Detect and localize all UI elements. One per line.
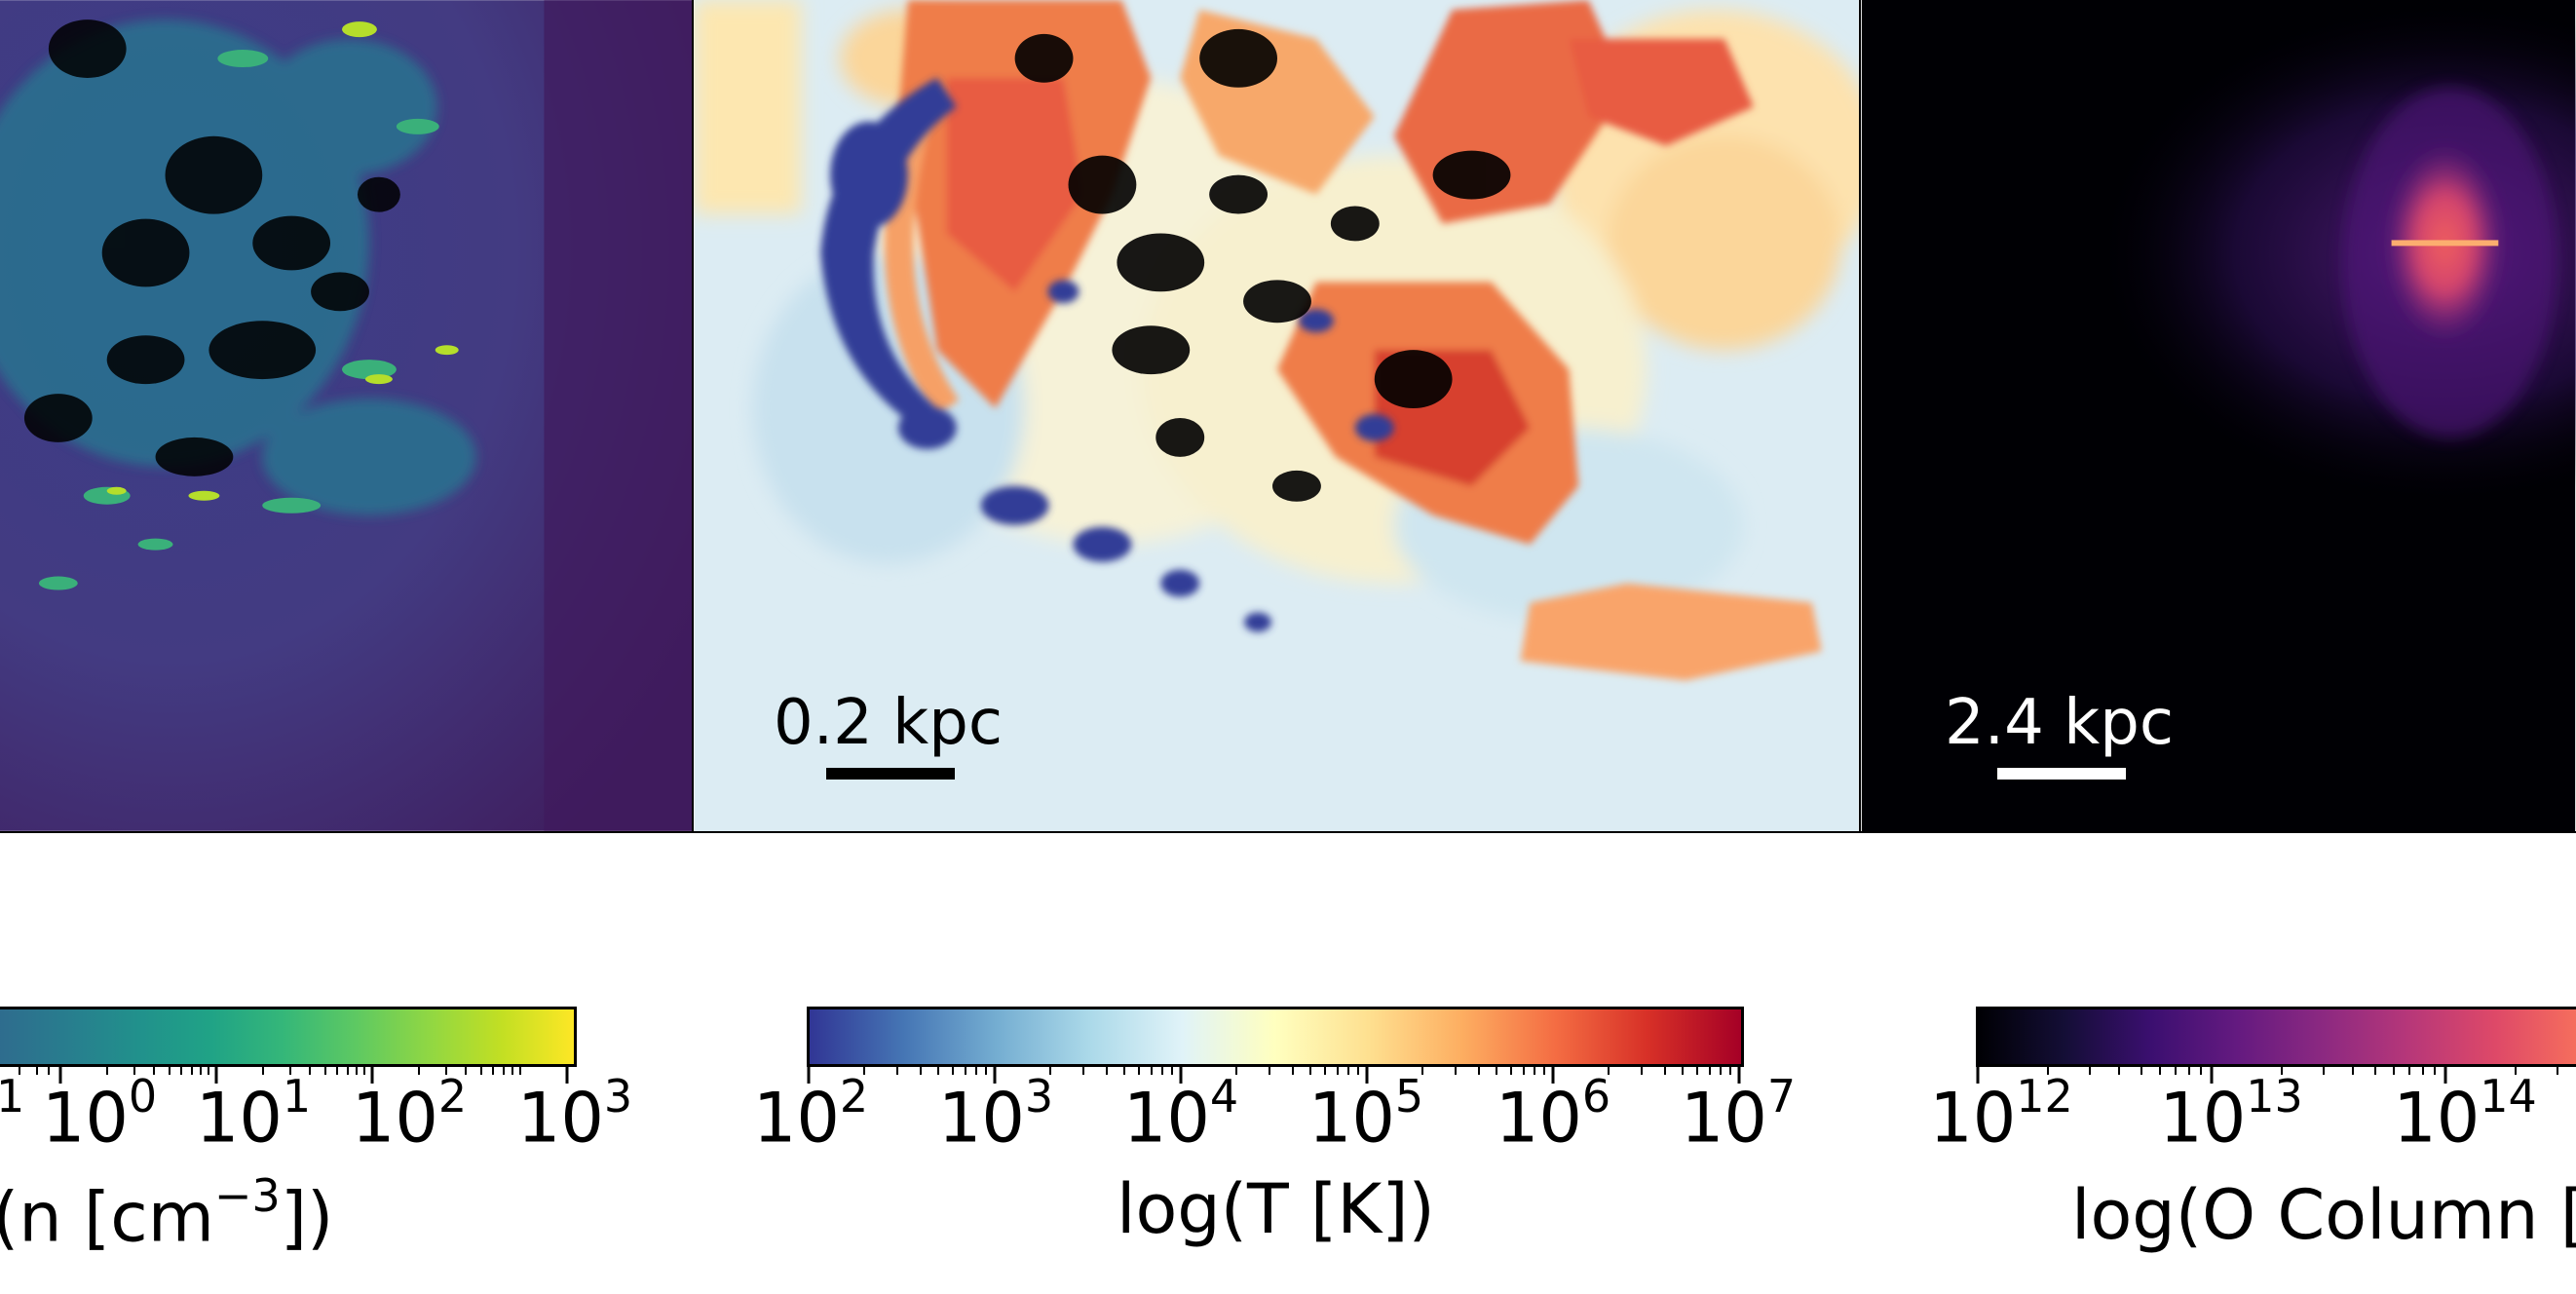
temperature-tick-label: 104	[1122, 1070, 1239, 1159]
density-colorbar-ticks	[19, 1064, 569, 1084]
density-colorbar	[0, 1007, 577, 1067]
density-tick-label: 102	[351, 1070, 468, 1159]
temperature-tick-label: 107	[1680, 1070, 1797, 1159]
temperature-tick-label: 102	[752, 1070, 869, 1159]
temperature-map-image	[694, 0, 1859, 831]
oxygen-tick-label: 1013	[2159, 1070, 2303, 1159]
oxygen-column-map-panel: 2.4 kpc	[1861, 0, 2576, 833]
temperature-colorbar	[807, 1007, 1744, 1067]
temperature-colorbar-label: log(T [K])	[1117, 1169, 1435, 1249]
scale-bar-label: 2.4 kpc	[1945, 687, 2174, 759]
density-map-panel	[0, 0, 694, 833]
oxygen-colorbar-label: log(O Column [	[2071, 1175, 2576, 1255]
temperature-tick-label: 105	[1307, 1070, 1424, 1159]
scale-bar	[826, 768, 955, 780]
temperature-tick-label: 103	[937, 1070, 1054, 1159]
temperature-map-panel: 0.2 kpc	[694, 0, 1861, 833]
scale-bar	[1997, 768, 2126, 780]
oxygen-column-map-image	[1861, 0, 2576, 831]
density-tick-label: 100	[41, 1070, 158, 1159]
density-tick-partial: 1	[0, 1070, 25, 1123]
oxygen-tick-label: 1014	[2393, 1070, 2537, 1159]
density-tick-label: 101	[195, 1070, 312, 1159]
temperature-tick-label: 106	[1495, 1070, 1611, 1159]
density-map-image	[0, 0, 692, 831]
density-tick-label: 103	[516, 1070, 633, 1159]
scale-bar-label: 0.2 kpc	[774, 687, 1003, 759]
temperature-colorbar-ticks	[807, 1064, 1741, 1084]
oxygen-tick-label: 1012	[1929, 1070, 2073, 1159]
density-colorbar-label: (n [cm−3])	[0, 1169, 334, 1258]
oxygen-colorbar-ticks	[1976, 1064, 2558, 1084]
oxygen-colorbar	[1976, 1007, 2576, 1067]
